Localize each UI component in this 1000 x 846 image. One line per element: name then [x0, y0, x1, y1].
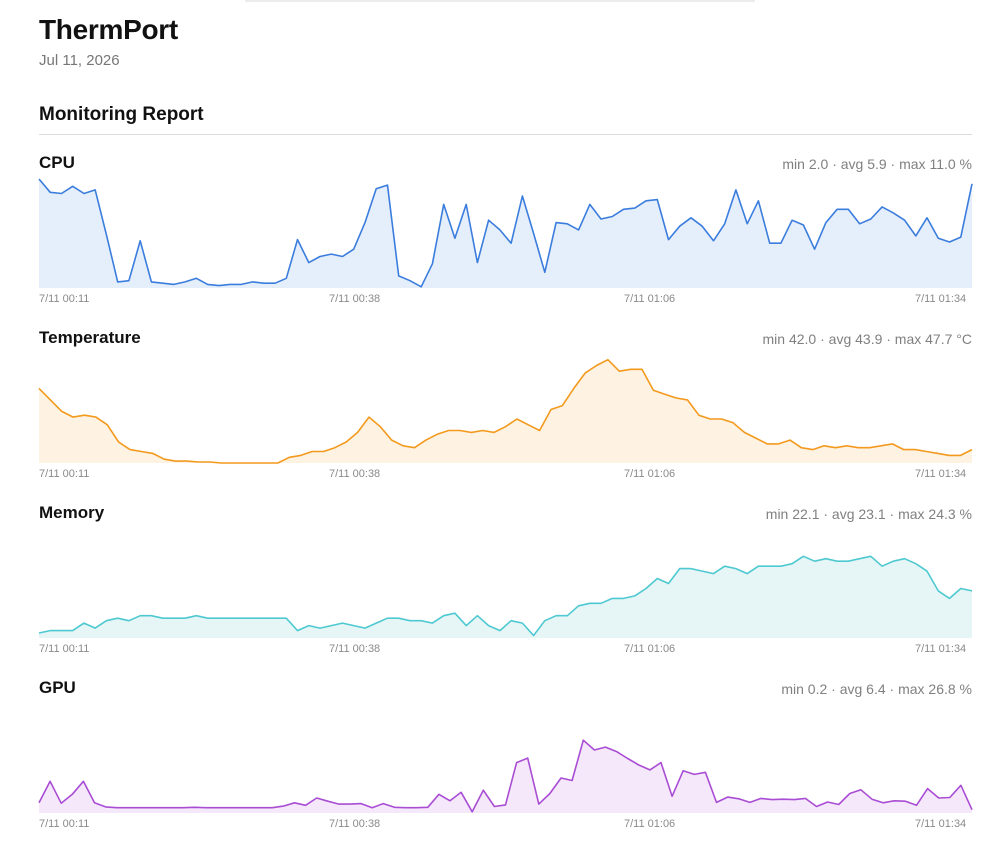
panel-title: GPU [39, 678, 76, 697]
panel-stats: min 0.2 · avg 6.4 · max 26.8 % [781, 681, 972, 697]
app-title: ThermPort [39, 14, 178, 45]
panel-cpu: CPU min 2.0 · avg 5.9 · max 11.0 % 7/11 … [38, 153, 973, 321]
area-fill [39, 556, 972, 638]
x-tick-label: 7/11 00:38 [329, 643, 380, 655]
section-divider [39, 134, 972, 135]
x-tick-label: 7/11 00:38 [329, 293, 380, 305]
x-tick-label: 7/11 01:06 [624, 468, 675, 480]
panel-memory: Memory min 22.1 · avg 23.1 · max 24.3 % … [38, 503, 973, 671]
panel-temperature: Temperature min 42.0 · avg 43.9 · max 47… [38, 328, 973, 496]
x-tick-label: 7/11 01:06 [624, 293, 675, 305]
x-tick-label: 7/11 00:38 [329, 468, 380, 480]
gpu-chart: 7/11 00:11 7/11 00:38 7/11 01:06 7/11 01:34 [38, 739, 973, 830]
series-line [38, 358, 973, 464]
panel-stats: min 42.0 · avg 43.9 · max 47.7 °C [762, 331, 972, 347]
memory-chart: 7/11 00:11 7/11 00:38 7/11 01:06 7/11 01:34 [38, 555, 973, 655]
series-line [38, 555, 973, 637]
panel-stats: min 22.1 · avg 23.1 · max 24.3 % [765, 506, 972, 522]
panel-stats: min 2.0 · avg 5.9 · max 11.0 % [782, 156, 972, 172]
x-tick-label: 7/11 00:11 [39, 293, 89, 305]
area-fill [39, 740, 972, 813]
x-tick-label: 7/11 01:34 [915, 293, 966, 305]
panel-title: CPU [39, 153, 75, 172]
temperature-chart: 7/11 00:11 7/11 00:38 7/11 01:06 7/11 01:34 [38, 358, 973, 480]
panel-title: Temperature [39, 328, 141, 347]
area-fill [39, 179, 972, 288]
report-title: Monitoring Report [39, 104, 204, 125]
top-divider [245, 0, 755, 2]
x-tick-label: 7/11 01:34 [915, 468, 966, 480]
x-tick-label: 7/11 01:06 [624, 818, 675, 830]
x-tick-label: 7/11 01:34 [915, 818, 966, 830]
area-fill [39, 359, 972, 463]
series-line [38, 739, 973, 813]
cpu-chart: 7/11 00:11 7/11 00:38 7/11 01:06 7/11 01:34 [38, 178, 973, 305]
x-tick-label: 7/11 01:34 [915, 643, 966, 655]
panel-gpu: GPU min 0.2 · avg 6.4 · max 26.8 % 7/11 … [38, 678, 973, 846]
x-tick-label: 7/11 01:06 [624, 643, 675, 655]
panel-title: Memory [39, 503, 105, 522]
x-tick-label: 7/11 00:11 [39, 468, 89, 480]
x-tick-label: 7/11 00:11 [39, 818, 89, 830]
x-tick-label: 7/11 00:38 [329, 818, 380, 830]
x-tick-label: 7/11 00:11 [39, 643, 89, 655]
series-line [38, 178, 973, 288]
report-date: Jul 11, 2026 [39, 52, 120, 69]
